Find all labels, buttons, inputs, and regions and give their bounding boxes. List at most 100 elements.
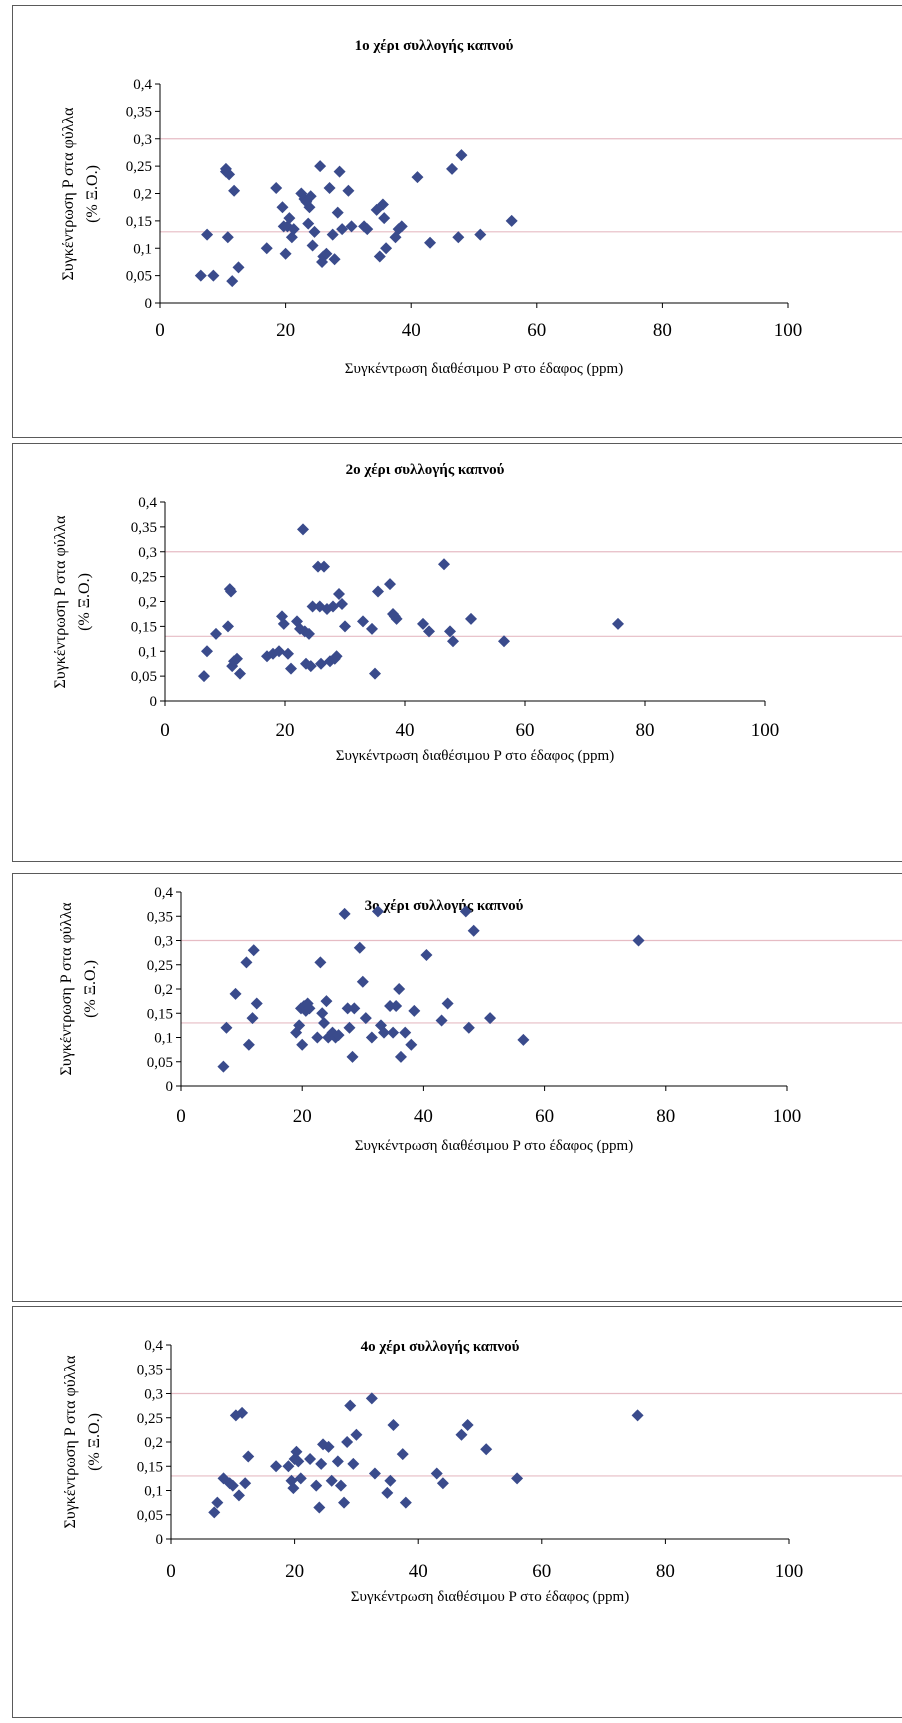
data-point (226, 1479, 239, 1492)
y-tick-label: 0 (145, 296, 153, 312)
x-tick-label: 80 (653, 320, 672, 341)
y-axis-label: Συγκέντρωση P στα φύλλα (52, 515, 69, 689)
data-point (303, 201, 316, 214)
chart-title: 4ο χέρι συλλογής καπνού (361, 1339, 520, 1355)
data-point (225, 585, 237, 598)
data-point (323, 182, 336, 195)
data-point (229, 1409, 242, 1422)
data-point (331, 1455, 344, 1468)
data-point (273, 645, 285, 658)
data-point (313, 1501, 326, 1514)
data-point (387, 1419, 400, 1432)
data-point (316, 1007, 329, 1020)
x-tick-label: 20 (276, 720, 295, 741)
x-axis-label: Συγκέντρωση διαθέσιμου P στο έδαφος (ppm… (336, 748, 614, 764)
data-point (394, 1050, 407, 1063)
data-point (455, 149, 468, 162)
x-tick-label: 60 (532, 1561, 551, 1582)
data-point (368, 1467, 381, 1480)
data-point (226, 275, 239, 288)
data-point (320, 247, 333, 260)
data-point (366, 622, 378, 635)
data-point (353, 941, 366, 954)
data-point (228, 184, 241, 197)
data-point (435, 1014, 448, 1027)
data-point (261, 650, 273, 663)
data-point (317, 1438, 330, 1451)
y-tick-label: 0 (156, 1532, 164, 1548)
data-point (452, 231, 465, 244)
data-point (315, 1457, 328, 1470)
data-point (260, 242, 273, 255)
y-tick-label: 0,25 (126, 159, 152, 175)
data-point (341, 1002, 354, 1015)
data-point (194, 269, 207, 282)
scatter-chart-1: 1ο χέρι συλλογής καπνού 0 0,05 0,1 0,15 0,2 0,… (60, 38, 902, 377)
data-point (304, 190, 317, 203)
x-tick-label: 100 (775, 1561, 804, 1582)
data-point (333, 588, 345, 601)
data-point (517, 1033, 530, 1046)
data-point (359, 1012, 372, 1025)
data-point (462, 1021, 475, 1034)
y-tick-label: 0,1 (154, 1031, 173, 1047)
x-axis-label: Συγκέντρωση διαθέσιμου P στο έδαφος (ppm… (355, 1138, 633, 1154)
data-point (277, 617, 290, 630)
y-axis-label: (% Ξ.Ο.) (86, 1413, 103, 1471)
data-point (430, 1467, 443, 1480)
data-point (411, 171, 424, 184)
data-point (327, 600, 339, 613)
y-tick-label: 0,3 (144, 1387, 163, 1403)
data-point (336, 223, 349, 236)
y-tick-label: 0,25 (131, 570, 157, 586)
data-point (239, 1477, 252, 1490)
data-point (365, 1392, 378, 1405)
data-point (201, 645, 213, 658)
data-point (447, 635, 459, 648)
chart-panel-1: 1ο χέρι συλλογής καπνού 0 0,05 0,1 0,15 0,2 0,… (12, 5, 902, 438)
y-tick-label: 0,2 (133, 187, 152, 203)
data-point (376, 198, 389, 211)
x-tick-label: 40 (402, 320, 421, 341)
data-point (446, 162, 459, 175)
data-point (303, 1002, 316, 1015)
x-tick-label: 80 (636, 720, 655, 741)
data-point (232, 1489, 245, 1502)
chart-panel-2: 2ο χέρι συλλογής καπνού 0 0,05 0,1 0,15 0,2 0,… (12, 443, 902, 862)
y-tick-label: 0,05 (126, 269, 152, 285)
data-point (357, 615, 369, 628)
data-point (612, 617, 624, 630)
data-point (292, 1455, 305, 1468)
data-point (246, 1012, 259, 1025)
data-point (498, 635, 510, 648)
data-point (365, 1031, 378, 1044)
data-point (341, 1436, 354, 1448)
data-point (210, 627, 222, 640)
data-point (226, 660, 239, 673)
data-point (302, 217, 315, 230)
y-tick-label: 0,25 (147, 958, 173, 974)
y-tick-label: 0,4 (138, 495, 157, 511)
chart-title: 3ο χέρι συλλογής καπνού (365, 898, 524, 914)
data-point (347, 1457, 360, 1470)
data-point (342, 184, 355, 197)
data-point (390, 999, 403, 1012)
data-point (461, 1419, 474, 1432)
scatter-chart-2: 2ο χέρι συλλογής καπνού 0 0,05 0,1 0,15 0,2 0,… (52, 462, 902, 764)
y-tick-label: 0,05 (137, 1508, 163, 1524)
data-point (387, 1026, 400, 1039)
data-point (290, 1445, 303, 1458)
data-point (222, 620, 234, 633)
y-tick-label: 0,3 (138, 545, 157, 561)
y-axis-label: (% Ξ.Ο.) (76, 573, 93, 631)
x-tick-label: 80 (656, 1106, 675, 1127)
data-point (344, 1399, 357, 1412)
data-point (325, 1474, 338, 1487)
data-point (240, 956, 253, 969)
data-point (378, 212, 391, 225)
data-point (328, 253, 341, 266)
data-point (198, 670, 210, 683)
x-tick-label: 0 (160, 720, 170, 741)
y-tick-label: 0,4 (154, 885, 173, 901)
y-tick-label: 0,3 (154, 934, 173, 950)
